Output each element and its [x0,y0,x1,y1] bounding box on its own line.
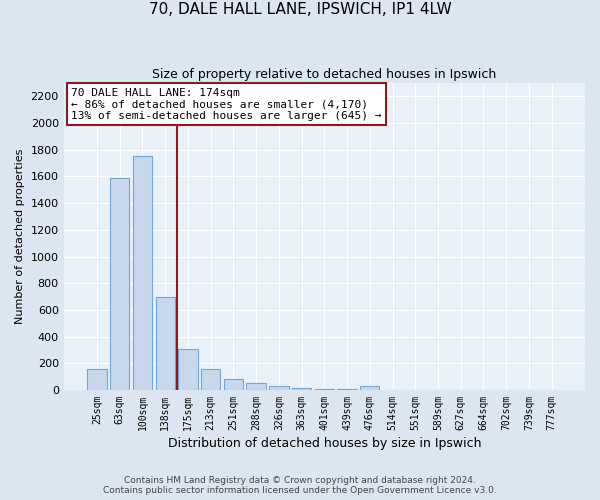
Y-axis label: Number of detached properties: Number of detached properties [15,149,25,324]
Bar [292,388,311,390]
Bar [155,296,175,390]
Bar [337,388,357,390]
Text: Contains HM Land Registry data © Crown copyright and database right 2024.
Contai: Contains HM Land Registry data © Crown c… [103,476,497,495]
Bar [133,156,152,390]
Bar [178,348,197,390]
Bar [201,368,220,390]
Bar [88,368,107,390]
Bar [269,386,289,390]
Text: 70, DALE HALL LANE, IPSWICH, IP1 4LW: 70, DALE HALL LANE, IPSWICH, IP1 4LW [149,2,451,18]
Bar [360,386,379,390]
Bar [314,388,334,390]
Text: 70 DALE HALL LANE: 174sqm
← 86% of detached houses are smaller (4,170)
13% of se: 70 DALE HALL LANE: 174sqm ← 86% of detac… [71,88,382,121]
X-axis label: Distribution of detached houses by size in Ipswich: Distribution of detached houses by size … [167,437,481,450]
Bar [224,380,243,390]
Bar [110,178,130,390]
Title: Size of property relative to detached houses in Ipswich: Size of property relative to detached ho… [152,68,496,80]
Bar [247,384,266,390]
